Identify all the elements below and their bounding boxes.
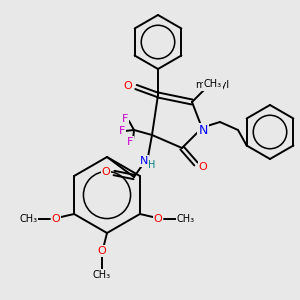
Text: CH₃: CH₃ (204, 79, 222, 89)
Text: O: O (102, 167, 110, 177)
Text: H: H (148, 160, 156, 170)
Text: O: O (199, 162, 207, 172)
Text: N: N (140, 156, 148, 166)
Text: O: O (154, 214, 162, 224)
Text: CH₃: CH₃ (177, 214, 195, 224)
Text: O: O (52, 214, 61, 224)
Text: methyl: methyl (195, 80, 229, 90)
Text: F: F (122, 114, 128, 124)
Text: F: F (119, 126, 125, 136)
Text: methyl: methyl (210, 84, 214, 86)
Text: CH₃: CH₃ (93, 270, 111, 280)
Text: O: O (98, 246, 106, 256)
Text: N: N (198, 124, 208, 136)
Text: F: F (127, 137, 133, 147)
Text: O: O (124, 81, 132, 91)
Text: CH₃: CH₃ (19, 214, 37, 224)
